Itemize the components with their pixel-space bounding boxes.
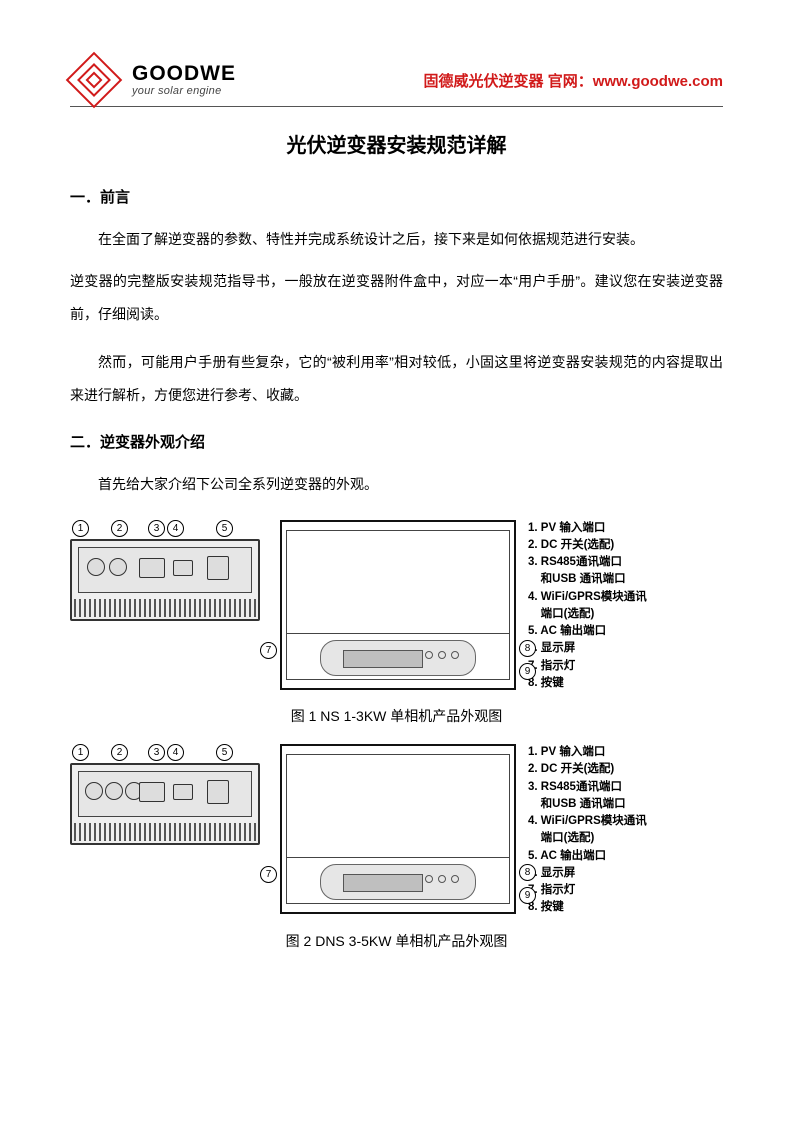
callout-num: 5 xyxy=(216,520,233,537)
figure1-caption: 图 1 NS 1-3KW 单相机产品外观图 xyxy=(70,706,723,726)
legend-item: 7. 指示灯 xyxy=(528,658,723,675)
legend-item: 8. 按键 xyxy=(528,675,723,692)
brand-logo: GOODWE your solar engine xyxy=(70,60,236,100)
fig2-device-front: 7 8 9 xyxy=(280,744,516,914)
legend-item: 端口(选配) xyxy=(528,830,723,847)
callout-num: 5 xyxy=(216,744,233,761)
callout-num: 9 xyxy=(519,887,536,904)
callout-num: 2 xyxy=(111,744,128,761)
callout-num: 8 xyxy=(519,864,536,881)
fig2-top-callouts: 1 2 3 4 5 xyxy=(70,744,260,761)
callout-num: 1 xyxy=(72,744,89,761)
callout-num: 4 xyxy=(167,744,184,761)
page-header: GOODWE your solar engine 固德威光伏逆变器 官网：www… xyxy=(70,60,723,107)
brand-name: GOODWE xyxy=(132,63,236,84)
fig2-legend: 1. PV 输入端口 2. DC 开关(选配) 3. RS485通讯端口 和US… xyxy=(528,744,723,917)
legend-item: 端口(选配) xyxy=(528,606,723,623)
fig1-top-callouts: 1 2 3 4 5 xyxy=(70,520,260,537)
section1-p1: 在全面了解逆变器的参数、特性并完成系统设计之后，接下来是如何依据规范进行安装。 xyxy=(70,223,723,257)
header-right-text: 固德威光伏逆变器 官网：www.goodwe.com xyxy=(424,70,723,91)
legend-item: 3. RS485通讯端口 xyxy=(528,554,723,571)
goodwe-diamond-icon xyxy=(66,52,123,109)
section1-p3: 然而，可能用户手册有些复杂，它的“被利用率”相对较低，小固这里将逆变器安装规范的… xyxy=(70,346,723,413)
fig1-legend: 1. PV 输入端口 2. DC 开关(选配) 3. RS485通讯端口 和US… xyxy=(528,520,723,693)
legend-item: 6. 显示屏 xyxy=(528,640,723,657)
callout-num: 7 xyxy=(260,642,277,659)
section2-heading: 二．逆变器外观介绍 xyxy=(70,431,723,452)
callout-num: 2 xyxy=(111,520,128,537)
legend-item: 5. AC 输出端口 xyxy=(528,848,723,865)
figure2: 1 2 3 4 5 xyxy=(70,744,723,917)
fig1-device-front: 7 8 9 xyxy=(280,520,516,690)
callout-num: 1 xyxy=(72,520,89,537)
doc-title: 光伏逆变器安装规范详解 xyxy=(70,129,723,158)
fig2-device-bottom xyxy=(70,763,260,845)
legend-item: 4. WiFi/GPRS模块通讯 xyxy=(528,813,723,830)
legend-item: 7. 指示灯 xyxy=(528,882,723,899)
legend-item: 3. RS485通讯端口 xyxy=(528,779,723,796)
legend-item: 2. DC 开关(选配) xyxy=(528,761,723,778)
header-url[interactable]: www.goodwe.com xyxy=(593,73,723,90)
callout-num: 3 xyxy=(148,520,165,537)
callout-num: 7 xyxy=(260,866,277,883)
callout-num: 8 xyxy=(519,640,536,657)
legend-item: 4. WiFi/GPRS模块通讯 xyxy=(528,589,723,606)
callout-num: 4 xyxy=(167,520,184,537)
header-right-cn: 固德威光伏逆变器 官网： xyxy=(424,73,593,90)
legend-item: 和USB 通讯端口 xyxy=(528,571,723,588)
fig1-device-bottom xyxy=(70,539,260,621)
callout-num: 3 xyxy=(148,744,165,761)
legend-item: 和USB 通讯端口 xyxy=(528,796,723,813)
legend-item: 1. PV 输入端口 xyxy=(528,744,723,761)
section1-heading: 一．前言 xyxy=(70,186,723,207)
brand-tagline: your solar engine xyxy=(132,86,236,97)
legend-item: 1. PV 输入端口 xyxy=(528,520,723,537)
callout-num: 9 xyxy=(519,663,536,680)
section2-p1: 首先给大家介绍下公司全系列逆变器的外观。 xyxy=(70,468,723,502)
legend-item: 2. DC 开关(选配) xyxy=(528,537,723,554)
legend-item: 5. AC 输出端口 xyxy=(528,623,723,640)
figure1: 1 2 3 4 5 xyxy=(70,520,723,693)
figure2-caption: 图 2 DNS 3-5KW 单相机产品外观图 xyxy=(70,931,723,951)
section1-p2: 逆变器的完整版安装规范指导书，一般放在逆变器附件盒中，对应一本“用户手册”。建议… xyxy=(70,265,723,332)
legend-item: 8. 按键 xyxy=(528,899,723,916)
legend-item: 6. 显示屏 xyxy=(528,865,723,882)
